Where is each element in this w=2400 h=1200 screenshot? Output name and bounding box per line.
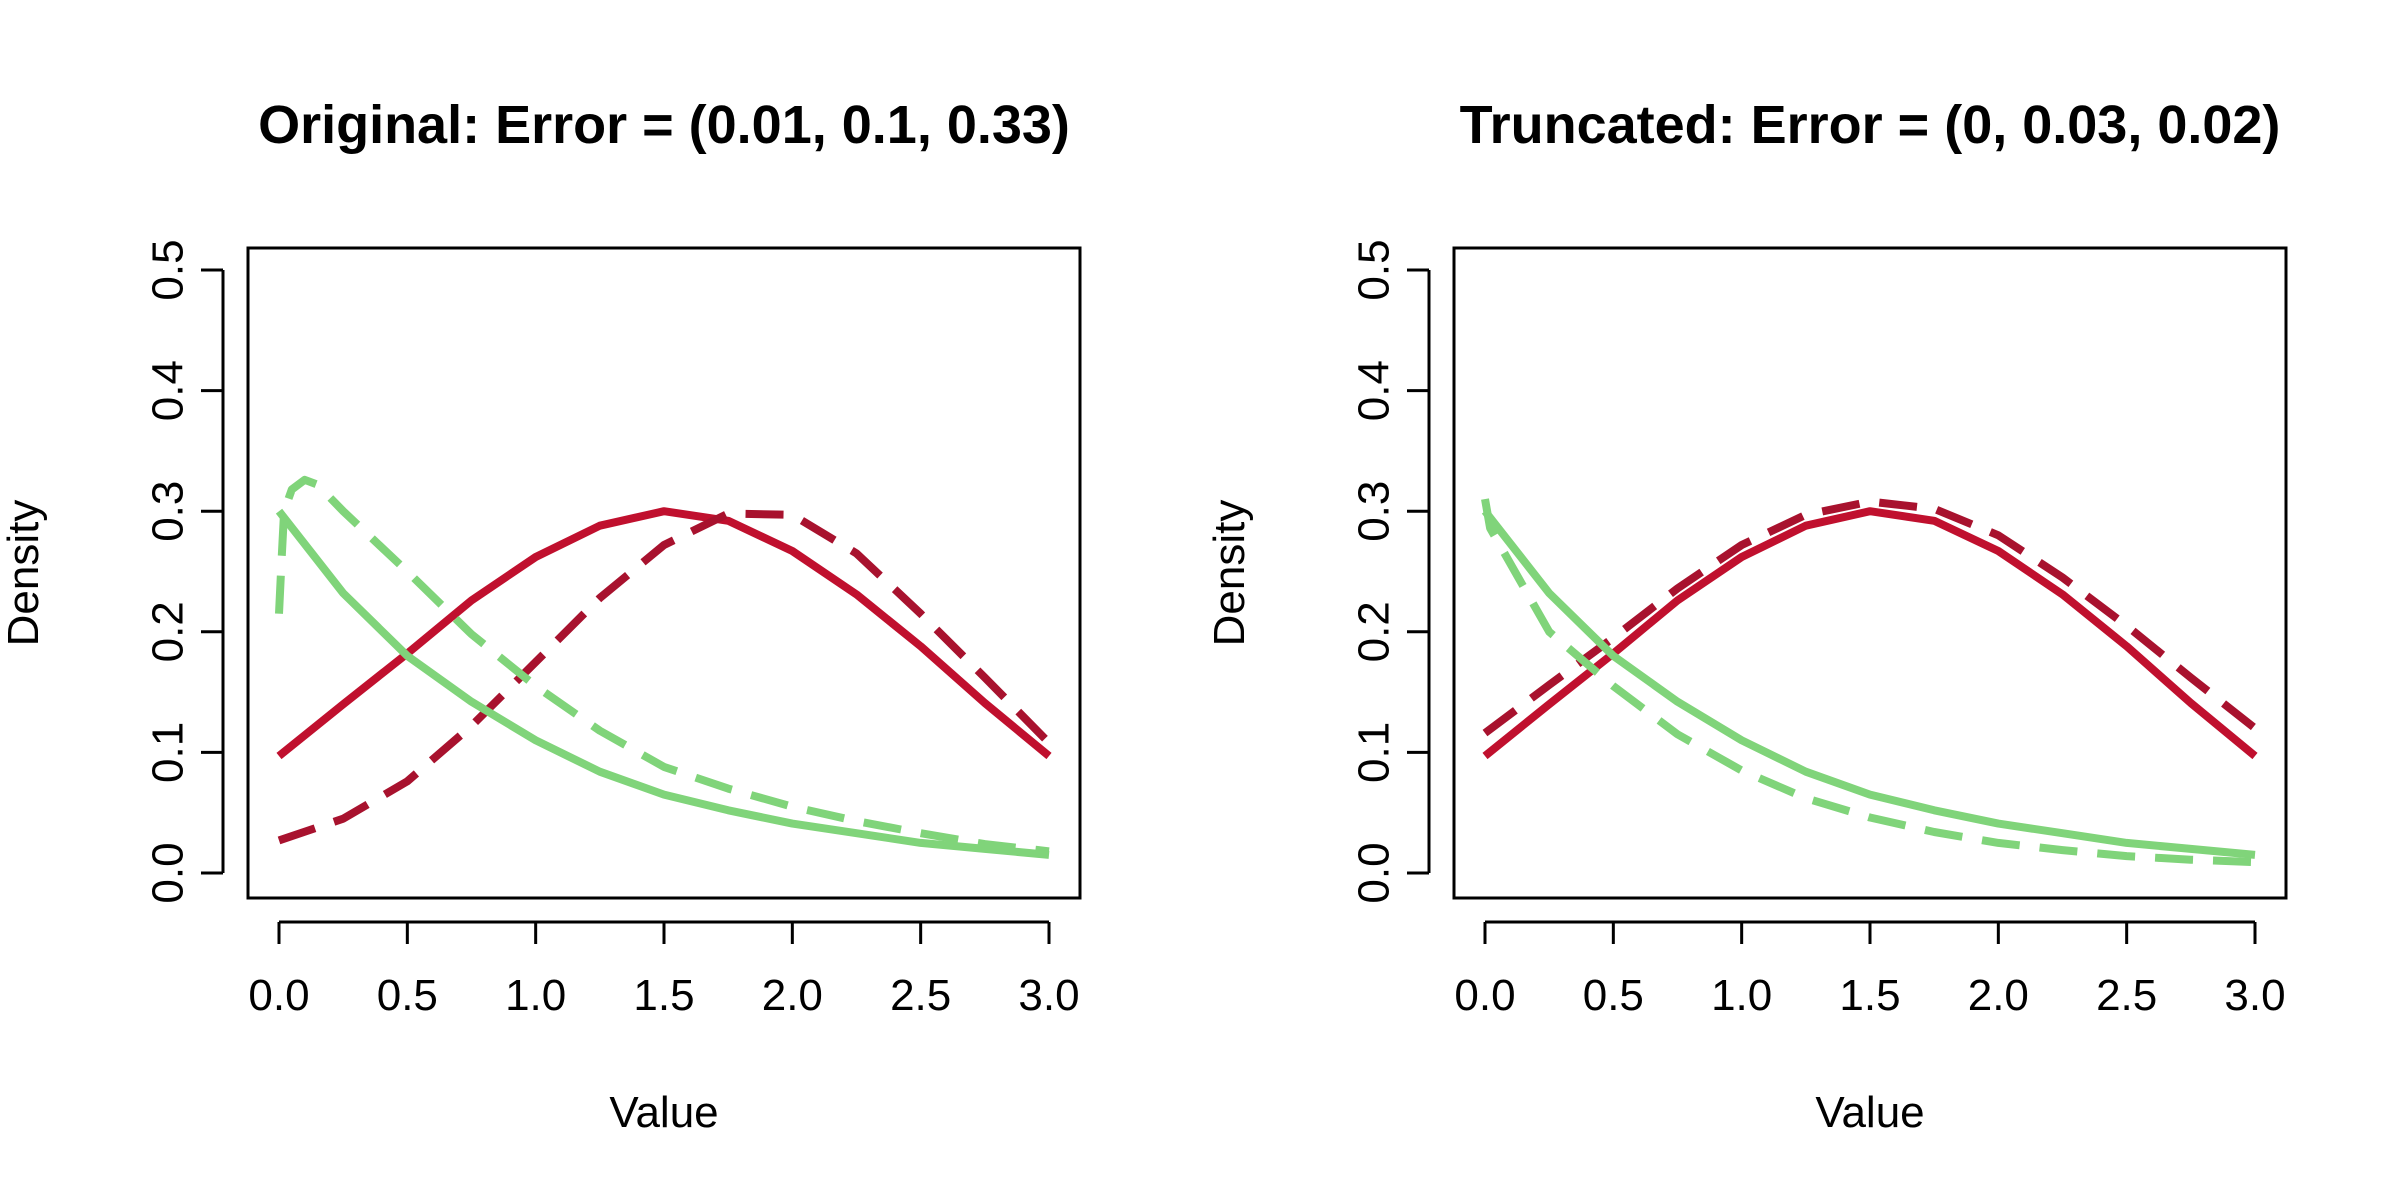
x-tick-label: 2.0 <box>762 971 823 1020</box>
x-tick-label: 3.0 <box>1018 971 1079 1020</box>
x-tick-label: 2.5 <box>2096 971 2157 1020</box>
x-tick-label: 2.0 <box>1968 971 2029 1020</box>
series-line-2 <box>277 509 1052 845</box>
series-line-3 <box>275 508 1050 859</box>
panel-truncated: Truncated: Error = (0, 0.03, 0.02) Value… <box>1205 95 2288 1137</box>
y-tick-label: 0.3 <box>1350 481 1399 542</box>
x-tick-label: 1.5 <box>633 971 694 1020</box>
series-line-2 <box>1482 497 2258 737</box>
x-axis-label: Value <box>1815 1088 1924 1137</box>
y-tick-label: 0.0 <box>1350 842 1399 903</box>
y-tick-label: 0.5 <box>1350 239 1399 300</box>
y-tick-label: 0.4 <box>1350 360 1399 421</box>
chart-title: Truncated: Error = (0, 0.03, 0.02) <box>1460 95 2281 155</box>
y-tick-label: 0.2 <box>144 601 193 662</box>
x-tick-label: 1.5 <box>1839 971 1900 1020</box>
y-tick-label: 0.4 <box>144 360 193 421</box>
x-tick-label: 0.5 <box>1583 971 1644 1020</box>
y-tick-label: 0.3 <box>144 481 193 542</box>
x-tick-label: 2.5 <box>890 971 951 1020</box>
plot-frame <box>246 246 1082 900</box>
y-tick-label: 0.2 <box>1350 601 1399 662</box>
x-tick-label: 0.0 <box>1454 971 1515 1020</box>
y-tick-label: 0.1 <box>1350 722 1399 783</box>
x-tick-label: 0.0 <box>248 971 309 1020</box>
series-line-4 <box>1481 498 2256 867</box>
x-tick-label: 0.5 <box>377 971 438 1020</box>
x-tick-label: 1.0 <box>505 971 566 1020</box>
x-axis-label: Value <box>609 1088 718 1137</box>
y-tick-label: 0.5 <box>144 239 193 300</box>
y-tick-label: 0.1 <box>144 722 193 783</box>
chart-title: Original: Error = (0.01, 0.1, 0.33) <box>258 95 1070 155</box>
panel-original: Original: Error = (0.01, 0.1, 0.33) Valu… <box>0 95 1082 1137</box>
y-axis-label: Density <box>1205 500 1254 647</box>
series-line-4 <box>275 475 1050 856</box>
y-axis-label: Density <box>0 500 48 647</box>
x-tick-label: 3.0 <box>2224 971 2285 1020</box>
plot-frame <box>1452 246 2288 900</box>
y-tick-label: 0.0 <box>144 842 193 903</box>
series-line-3 <box>1481 508 2256 859</box>
x-tick-label: 1.0 <box>1711 971 1772 1020</box>
